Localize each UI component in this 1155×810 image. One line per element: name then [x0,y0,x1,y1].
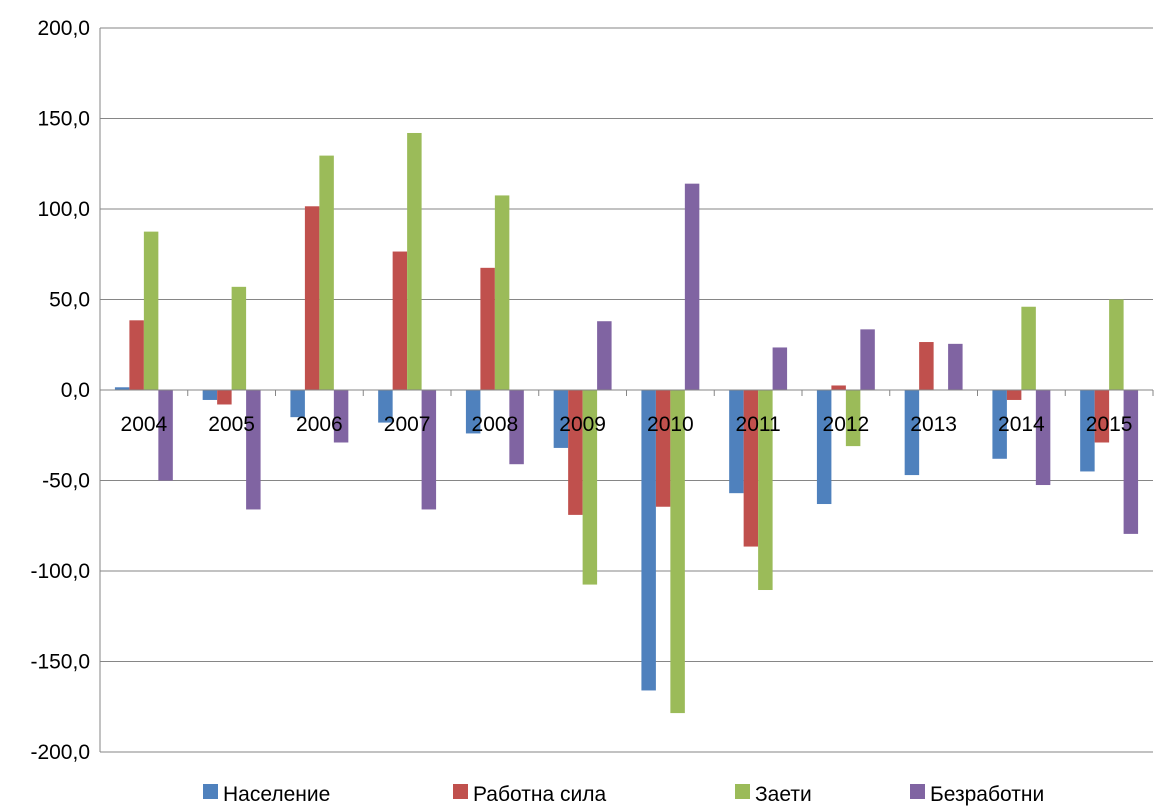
x-tick-label: 2009 [559,413,606,436]
bar [1035,390,1051,486]
bar [114,387,130,390]
bar [992,390,1007,459]
bar [655,390,671,507]
x-tick-label: 2008 [472,413,519,436]
bar [509,390,524,465]
legend-swatch [735,784,750,799]
bar [860,329,875,390]
bar [845,390,861,447]
bar [1006,390,1022,400]
bars [114,132,1139,714]
x-tick-label: 2010 [647,413,694,436]
legend-swatch [203,784,218,799]
legend-label: Заети [755,783,812,806]
bar [246,390,261,510]
bar [480,267,495,390]
bar [816,390,832,505]
x-tick-label: 2013 [910,413,957,436]
bar [772,347,788,390]
legend-label: Население [223,783,330,806]
bar [684,183,700,390]
bar [158,390,173,481]
bar [831,385,846,390]
legend-label: Работна сила [473,783,606,806]
bar [290,390,305,418]
y-tick-label: -150,0 [30,651,90,674]
bar [494,195,510,390]
bar [407,132,422,391]
axes [99,28,1154,752]
bar [231,286,247,390]
bar [143,231,159,390]
x-tick-label: 2011 [736,413,781,436]
bar [392,251,408,390]
bar [743,390,759,547]
bar [217,390,232,405]
y-tick-label: 200,0 [37,17,90,40]
x-tick-label: 2012 [823,413,870,436]
bar [758,390,773,591]
bar [904,390,920,476]
bar [202,390,218,400]
bar [1094,390,1110,443]
bar [378,390,393,423]
bar [1021,306,1036,390]
bar [597,321,612,390]
x-tick-label: 2007 [384,413,431,436]
legend-swatch [453,784,468,799]
legend-label: Безработни [930,783,1044,806]
bar [304,206,320,390]
x-tick-label: 2005 [208,413,255,436]
y-tick-label: -100,0 [30,560,90,583]
x-tick-label: 2006 [296,413,343,436]
bar [553,390,569,448]
bar [948,343,963,390]
bar [319,155,334,390]
bar [333,390,349,443]
legend: Население Работна сила Заети Безработни [203,783,1044,806]
y-tick-label: -200,0 [30,741,90,764]
y-tick-label: 0,0 [61,379,90,402]
bar [670,390,685,714]
legend-swatch [910,784,925,799]
bar [129,320,144,390]
y-tick-label: 50,0 [49,289,90,312]
x-tick-labels: 2004 2005 2006 2007 2008 2009 2010 2011 2012 2013… [121,413,1133,436]
y-tick-label: 150,0 [37,108,90,131]
bar [641,390,656,691]
bar [1109,299,1124,390]
bar [1080,390,1095,472]
bar [465,390,481,434]
bar [729,390,744,494]
y-tick-labels: 200,0 150,0 100,0 50,0 0,0 -50,0 -100,0 -150,0 -… [30,17,90,764]
bar [919,342,934,390]
y-tick-label: 100,0 [37,198,90,221]
x-tick-label: 2014 [998,413,1045,436]
bar [582,390,598,585]
bar [421,390,437,510]
y-tick-label: -50,0 [42,470,90,493]
bar [568,390,583,515]
x-tick-label: 2015 [1086,413,1133,436]
x-tick-label: 2004 [121,413,168,436]
bar [1123,390,1139,534]
